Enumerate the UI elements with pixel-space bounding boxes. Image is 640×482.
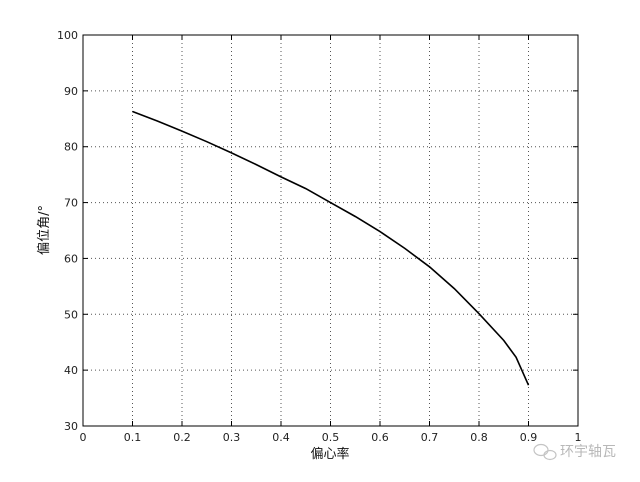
y-tick-label: 30	[64, 420, 78, 433]
x-tick-label: 0.1	[124, 431, 142, 444]
x-tick-label: 0.5	[322, 431, 340, 444]
x-tick-label: 0.9	[520, 431, 538, 444]
y-tick-label: 50	[64, 308, 78, 321]
x-tick-label: 0.4	[272, 431, 290, 444]
y-tick-label: 40	[64, 364, 78, 377]
x-tick-label: 0.8	[470, 431, 488, 444]
x-tick-label: 0	[80, 431, 87, 444]
x-tick-label: 0.7	[421, 431, 439, 444]
grid	[83, 35, 578, 426]
y-tick-label: 80	[64, 141, 78, 154]
wechat-logo-icon	[533, 443, 557, 461]
ticks: 0 0.1 0.2 0.3 0.4 0.5 0.6 0.7 0.8 0.9 1 30 40 50 60 70 8…	[57, 29, 582, 444]
y-tick-label: 100	[57, 29, 78, 42]
series-line	[132, 110, 530, 386]
y-tick-label: 60	[64, 252, 78, 265]
x-axis-label: 偏心率	[310, 446, 349, 462]
x-tick-label: 1	[575, 431, 582, 444]
watermark-text: 环宇轴瓦	[560, 444, 616, 460]
x-tick-label: 0.6	[371, 431, 389, 444]
y-tick-label: 90	[64, 85, 78, 98]
y-axis-label: 偏位角/°	[37, 205, 52, 255]
watermark: 环宇轴瓦	[533, 443, 616, 461]
x-tick-label: 0.2	[173, 431, 191, 444]
y-tick-label: 70	[64, 197, 78, 210]
x-tick-label: 0.3	[223, 431, 241, 444]
